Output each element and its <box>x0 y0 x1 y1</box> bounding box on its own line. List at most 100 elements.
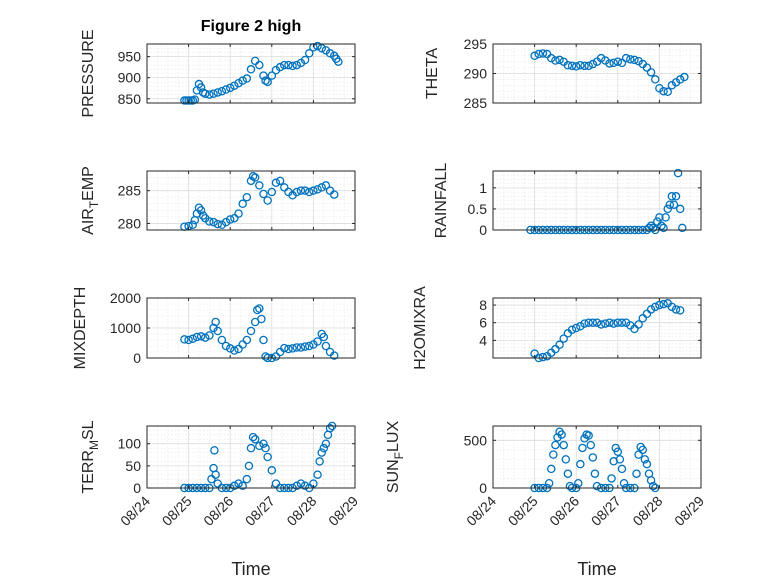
data-point <box>665 200 675 209</box>
panel-4: 0 1000 2000 MIXDEPTH <box>72 287 356 369</box>
data-point <box>671 192 681 201</box>
data-point <box>304 187 314 197</box>
data-point <box>234 479 243 488</box>
data-point <box>319 443 329 453</box>
data-point <box>317 183 326 192</box>
data-point <box>634 320 643 329</box>
data-point <box>242 74 252 83</box>
data-point <box>317 448 326 457</box>
x-tick-label: 08/24 <box>463 493 499 529</box>
y-tick-label: 850 <box>118 91 142 107</box>
panel-7: 0 500 08/24 08/25 08/26 08/27 08/28 08/29 Time SU… <box>385 421 707 579</box>
y-axis-label: PRESSURE <box>80 29 97 117</box>
y-axis-label: TERRMSL <box>80 420 101 493</box>
data-point <box>617 58 627 68</box>
data-point <box>267 466 277 475</box>
data-point <box>221 217 231 227</box>
data-point <box>680 72 689 82</box>
data-point <box>567 325 577 335</box>
data-point <box>238 340 247 349</box>
data-point <box>580 61 589 71</box>
data-point <box>209 89 218 98</box>
panel-2: 280 285 AIRTEMP <box>80 166 356 235</box>
data-point <box>648 481 658 491</box>
data-point <box>655 213 664 222</box>
data-point <box>659 223 668 233</box>
data-point <box>646 68 656 77</box>
data-point <box>213 219 222 229</box>
data-point <box>588 453 598 462</box>
data-point <box>646 476 656 485</box>
data-point <box>196 83 206 92</box>
data-point <box>321 181 331 190</box>
data-point <box>646 305 656 314</box>
data-point <box>630 55 639 65</box>
panel-6: 0 50 100 08/24 08/25 08/26 08/27 08/28 08/29 Time… <box>80 420 361 579</box>
panel-3: 0 0.5 1 RAINFALL <box>433 163 702 238</box>
data-point <box>261 443 270 453</box>
data-point <box>673 168 683 178</box>
data-point <box>284 60 293 70</box>
data-point <box>609 58 618 68</box>
data-point <box>530 51 539 61</box>
data-point <box>571 62 581 71</box>
panel-5: 46 8 H2OMIXRA <box>412 286 702 370</box>
data-point <box>659 299 668 309</box>
y-tick-label: 0 <box>479 480 487 496</box>
data-point <box>200 89 210 98</box>
data-point <box>211 470 220 479</box>
data-point <box>632 469 641 478</box>
x-axis-label: Time <box>577 559 616 579</box>
data-point <box>613 447 623 457</box>
data-point <box>213 88 222 97</box>
data-point <box>609 319 618 328</box>
y-tick-label: 285 <box>118 183 142 199</box>
data-point <box>209 217 218 227</box>
y-tick-label: 50 <box>125 458 141 474</box>
data-point <box>275 62 285 72</box>
data-point <box>180 335 189 344</box>
x-tick-label: 08/29 <box>671 493 707 529</box>
data-point <box>561 455 571 464</box>
data-point <box>546 464 556 474</box>
data-point <box>534 49 544 59</box>
data-point <box>621 318 631 327</box>
data-point <box>669 200 679 209</box>
y-tick-label: 4 <box>479 332 487 348</box>
x-tick-label: 08/25 <box>159 493 195 529</box>
x-tick-label: 08/27 <box>242 493 278 529</box>
data-point <box>650 302 660 312</box>
data-point <box>584 431 593 440</box>
data-point <box>334 57 343 66</box>
data-point <box>230 346 239 355</box>
data-point <box>571 323 581 333</box>
y-tick-label: 6 <box>479 315 487 331</box>
data-point <box>657 221 666 231</box>
data-point <box>555 340 564 350</box>
x-tick-label: 08/26 <box>546 493 582 529</box>
data-point <box>217 86 227 96</box>
data-point <box>642 459 652 469</box>
data-point <box>271 178 281 188</box>
data-point <box>275 176 285 186</box>
data-point <box>667 302 677 312</box>
axes-box <box>146 43 356 104</box>
data-point <box>329 190 339 199</box>
data-point <box>205 217 214 226</box>
data-point <box>242 192 252 202</box>
data-point <box>259 189 268 199</box>
data-point <box>559 440 568 450</box>
data-point <box>248 432 258 442</box>
data-point <box>296 479 306 488</box>
data-point <box>321 341 331 351</box>
x-tick-label: 08/27 <box>588 493 624 529</box>
data-point <box>648 223 658 233</box>
data-point <box>230 481 239 491</box>
data-point <box>259 439 268 448</box>
data-point <box>313 337 322 346</box>
data-point <box>640 455 650 464</box>
data-point <box>559 334 568 343</box>
data-point <box>617 318 627 327</box>
y-tick-label: 0.5 <box>468 201 488 217</box>
